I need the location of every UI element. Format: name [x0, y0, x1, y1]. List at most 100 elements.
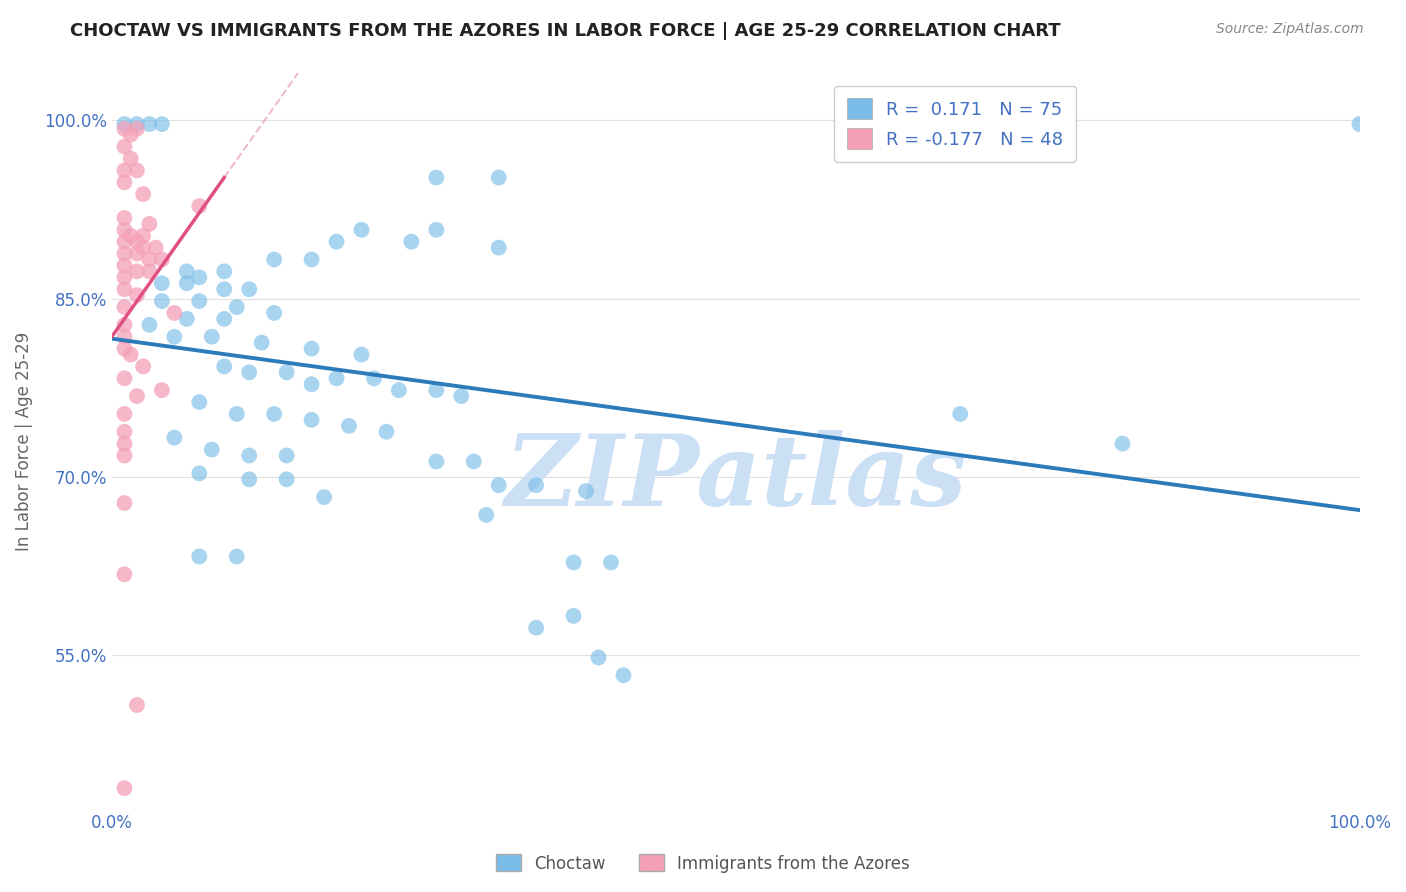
Point: [120, 347, 142, 361]
Point: [238, 449, 260, 463]
Point: [114, 300, 136, 314]
Point: [475, 508, 498, 522]
Point: [114, 449, 136, 463]
Point: [145, 241, 167, 255]
Point: [350, 223, 373, 237]
Point: [114, 223, 136, 237]
Point: [114, 259, 136, 273]
Point: [125, 288, 148, 302]
Point: [212, 282, 235, 296]
Point: [176, 277, 198, 291]
Point: [125, 235, 148, 249]
Point: [325, 371, 347, 385]
Point: [188, 199, 211, 213]
Point: [425, 383, 447, 397]
Point: [524, 478, 547, 492]
Point: [120, 128, 142, 142]
Point: [212, 264, 235, 278]
Point: [125, 121, 148, 136]
Point: [150, 383, 173, 397]
Point: [350, 347, 373, 361]
Point: [188, 549, 211, 564]
Point: [114, 371, 136, 385]
Point: [238, 282, 260, 296]
Point: [562, 556, 585, 570]
Point: [150, 294, 173, 309]
Point: [120, 228, 142, 243]
Point: [949, 407, 972, 421]
Point: [120, 152, 142, 166]
Point: [301, 377, 323, 392]
Point: [250, 335, 273, 350]
Y-axis label: In Labor Force | Age 25-29: In Labor Force | Age 25-29: [15, 332, 32, 551]
Point: [114, 282, 136, 296]
Point: [125, 389, 148, 403]
Point: [125, 117, 148, 131]
Point: [337, 418, 360, 433]
Point: [114, 139, 136, 153]
Point: [138, 252, 160, 267]
Point: [188, 270, 211, 285]
Point: [114, 211, 136, 225]
Point: [238, 365, 260, 379]
Point: [114, 270, 136, 285]
Legend: R =  0.171   N = 75, R = -0.177   N = 48: R = 0.171 N = 75, R = -0.177 N = 48: [834, 86, 1076, 161]
Text: ZIPatlas: ZIPatlas: [505, 430, 967, 526]
Point: [276, 472, 298, 486]
Point: [488, 170, 510, 185]
Point: [114, 175, 136, 189]
Point: [212, 312, 235, 326]
Point: [388, 383, 411, 397]
Point: [450, 389, 472, 403]
Point: [276, 449, 298, 463]
Point: [132, 228, 155, 243]
Point: [562, 608, 585, 623]
Point: [138, 117, 160, 131]
Point: [114, 436, 136, 450]
Point: [1348, 117, 1371, 131]
Point: [125, 698, 148, 712]
Point: [524, 621, 547, 635]
Point: [125, 264, 148, 278]
Point: [114, 246, 136, 260]
Point: [425, 223, 447, 237]
Point: [138, 264, 160, 278]
Point: [138, 318, 160, 332]
Point: [488, 478, 510, 492]
Point: [301, 413, 323, 427]
Point: [132, 187, 155, 202]
Point: [114, 318, 136, 332]
Point: [263, 306, 285, 320]
Point: [238, 472, 260, 486]
Point: [188, 467, 211, 481]
Point: [201, 329, 224, 343]
Point: [138, 217, 160, 231]
Point: [588, 650, 610, 665]
Point: [114, 117, 136, 131]
Text: CHOCTAW VS IMMIGRANTS FROM THE AZORES IN LABOR FORCE | AGE 25-29 CORRELATION CHA: CHOCTAW VS IMMIGRANTS FROM THE AZORES IN…: [70, 22, 1062, 40]
Point: [301, 252, 323, 267]
Point: [176, 312, 198, 326]
Point: [114, 329, 136, 343]
Point: [375, 425, 398, 439]
Point: [176, 264, 198, 278]
Point: [325, 235, 347, 249]
Point: [114, 235, 136, 249]
Point: [276, 365, 298, 379]
Point: [163, 329, 186, 343]
Point: [188, 294, 211, 309]
Point: [263, 252, 285, 267]
Point: [150, 117, 173, 131]
Point: [114, 496, 136, 510]
Point: [600, 556, 623, 570]
Point: [114, 163, 136, 178]
Point: [150, 277, 173, 291]
Point: [425, 454, 447, 468]
Point: [114, 567, 136, 582]
Point: [114, 781, 136, 796]
Point: [114, 407, 136, 421]
Point: [401, 235, 423, 249]
Point: [132, 359, 155, 374]
Point: [201, 442, 224, 457]
Point: [575, 484, 598, 499]
